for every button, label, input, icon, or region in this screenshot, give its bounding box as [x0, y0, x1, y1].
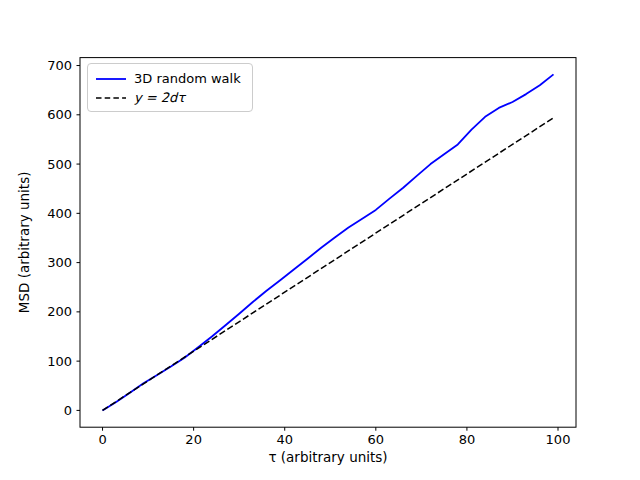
- legend-label-theory: y = 2dτ: [134, 91, 185, 104]
- y-tick-label: 0: [64, 403, 72, 418]
- x-tick-label: 20: [185, 432, 202, 447]
- y-tick-label: 500: [47, 157, 72, 172]
- y-tick-label: 200: [47, 304, 72, 319]
- y-tick-label: 400: [47, 206, 72, 221]
- series-line-0: [103, 74, 554, 410]
- x-axis-label: τ (arbitrary units): [268, 449, 387, 465]
- x-tick-label: 80: [459, 432, 476, 447]
- legend-line-solid-icon: [96, 77, 126, 81]
- series-layer: [103, 74, 554, 410]
- x-tick-label: 60: [368, 432, 385, 447]
- legend-entry-random-walk: 3D random walk: [96, 69, 244, 88]
- x-tick-label: 100: [546, 432, 571, 447]
- y-tick-label: 600: [47, 107, 72, 122]
- y-tick-label: 300: [47, 255, 72, 270]
- series-line-1: [103, 118, 554, 411]
- legend-entry-theory: y = 2dτ: [96, 88, 244, 107]
- y-tick-label: 100: [47, 354, 72, 369]
- legend-label-random-walk: 3D random walk: [134, 72, 241, 85]
- legend-line-dashed-icon: [96, 96, 126, 100]
- axes-layer: 0 20 40 60 80 100 0 100 200 300 400 500 600 700: [47, 58, 576, 448]
- y-tick-label: 700: [47, 58, 72, 73]
- figure: 0 20 40 60 80 100 0 100 200 300 400 500 600 700 τ (ar…: [0, 0, 640, 480]
- legend: 3D random walk y = 2dτ: [87, 63, 253, 112]
- x-tick-label: 0: [98, 432, 106, 447]
- y-axis-label: MSD (arbitrary units): [16, 172, 32, 314]
- x-tick-label: 40: [276, 432, 293, 447]
